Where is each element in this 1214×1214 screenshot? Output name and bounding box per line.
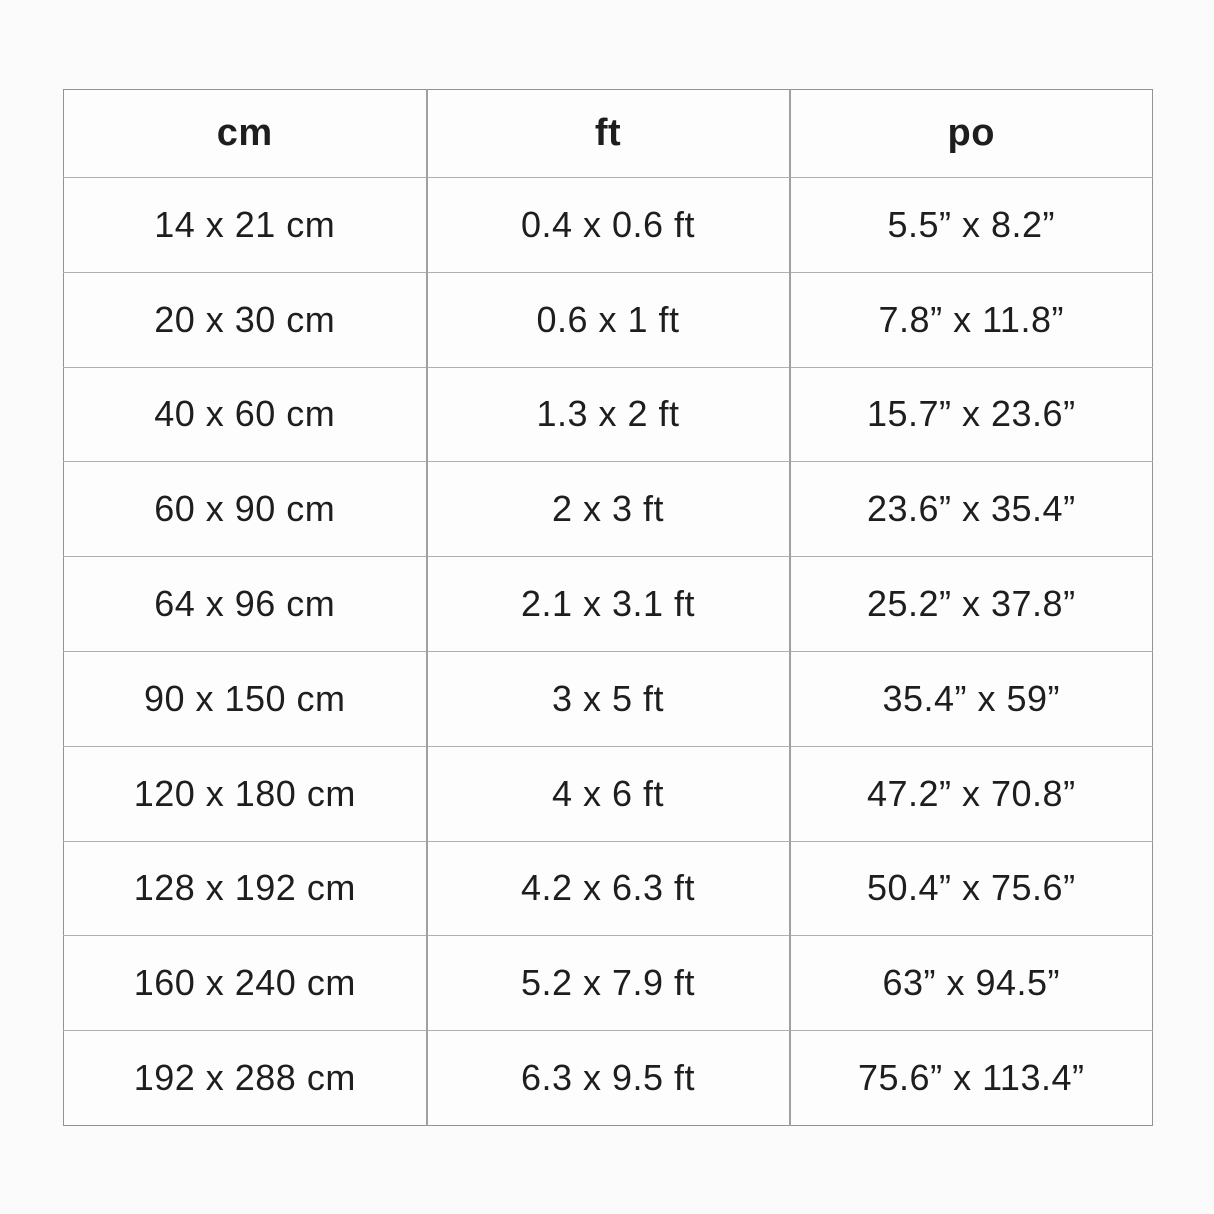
cell-po: 5.5” x 8.2” <box>788 177 1153 273</box>
table-row: 60 x 90 cm 2 x 3 ft 23.6” x 35.4” <box>63 461 1153 557</box>
cell-po: 47.2” x 70.8” <box>788 745 1153 842</box>
table-row: 160 x 240 cm 5.2 x 7.9 ft 63” x 94.5” <box>63 935 1153 1031</box>
column-header-po: po <box>788 89 1153 178</box>
conversion-table-container: cm ft po 14 x 21 cm 0.4 x 0.6 ft 5.5” x … <box>63 89 1153 1126</box>
table-row: 192 x 288 cm 6.3 x 9.5 ft 75.6” x 113.4” <box>63 1030 1153 1126</box>
table-row: 40 x 60 cm 1.3 x 2 ft 15.7” x 23.6” <box>63 366 1153 462</box>
table-row: 20 x 30 cm 0.6 x 1 ft 7.8” x 11.8” <box>63 271 1153 368</box>
column-header-ft: ft <box>425 89 790 178</box>
cell-po: 50.4” x 75.6” <box>788 840 1153 936</box>
cell-cm: 192 x 288 cm <box>63 1030 427 1126</box>
cell-cm: 120 x 180 cm <box>63 745 427 842</box>
header-row: cm ft po <box>63 89 1153 178</box>
cell-ft: 6.3 x 9.5 ft <box>425 1030 790 1126</box>
cell-ft: 0.4 x 0.6 ft <box>425 177 790 273</box>
cell-po: 15.7” x 23.6” <box>788 366 1153 462</box>
cell-ft: 3 x 5 ft <box>425 650 790 747</box>
cell-po: 63” x 94.5” <box>788 935 1153 1031</box>
cell-po: 7.8” x 11.8” <box>788 271 1153 368</box>
table-row: 14 x 21 cm 0.4 x 0.6 ft 5.5” x 8.2” <box>63 177 1153 273</box>
table-row: 120 x 180 cm 4 x 6 ft 47.2” x 70.8” <box>63 745 1153 842</box>
cell-cm: 14 x 21 cm <box>63 177 427 273</box>
cell-ft: 4 x 6 ft <box>425 745 790 842</box>
cell-cm: 160 x 240 cm <box>63 935 427 1031</box>
table-row: 90 x 150 cm 3 x 5 ft 35.4” x 59” <box>63 650 1153 747</box>
cell-ft: 2 x 3 ft <box>425 461 790 557</box>
size-conversion-table: cm ft po 14 x 21 cm 0.4 x 0.6 ft 5.5” x … <box>63 89 1153 1126</box>
cell-cm: 20 x 30 cm <box>63 271 427 368</box>
cell-po: 25.2” x 37.8” <box>788 556 1153 652</box>
cell-po: 75.6” x 113.4” <box>788 1030 1153 1126</box>
column-header-cm: cm <box>63 89 427 178</box>
cell-ft: 5.2 x 7.9 ft <box>425 935 790 1031</box>
table-body: 14 x 21 cm 0.4 x 0.6 ft 5.5” x 8.2” 20 x… <box>63 177 1153 1126</box>
table-row: 64 x 96 cm 2.1 x 3.1 ft 25.2” x 37.8” <box>63 556 1153 652</box>
cell-po: 23.6” x 35.4” <box>788 461 1153 557</box>
cell-cm: 90 x 150 cm <box>63 650 427 747</box>
table-row: 128 x 192 cm 4.2 x 6.3 ft 50.4” x 75.6” <box>63 840 1153 936</box>
cell-cm: 40 x 60 cm <box>63 366 427 462</box>
cell-ft: 1.3 x 2 ft <box>425 366 790 462</box>
table-header: cm ft po <box>63 89 1153 178</box>
cell-ft: 0.6 x 1 ft <box>425 271 790 368</box>
cell-po: 35.4” x 59” <box>788 650 1153 747</box>
cell-cm: 64 x 96 cm <box>63 556 427 652</box>
cell-cm: 60 x 90 cm <box>63 461 427 557</box>
cell-ft: 2.1 x 3.1 ft <box>425 556 790 652</box>
cell-cm: 128 x 192 cm <box>63 840 427 936</box>
cell-ft: 4.2 x 6.3 ft <box>425 840 790 936</box>
